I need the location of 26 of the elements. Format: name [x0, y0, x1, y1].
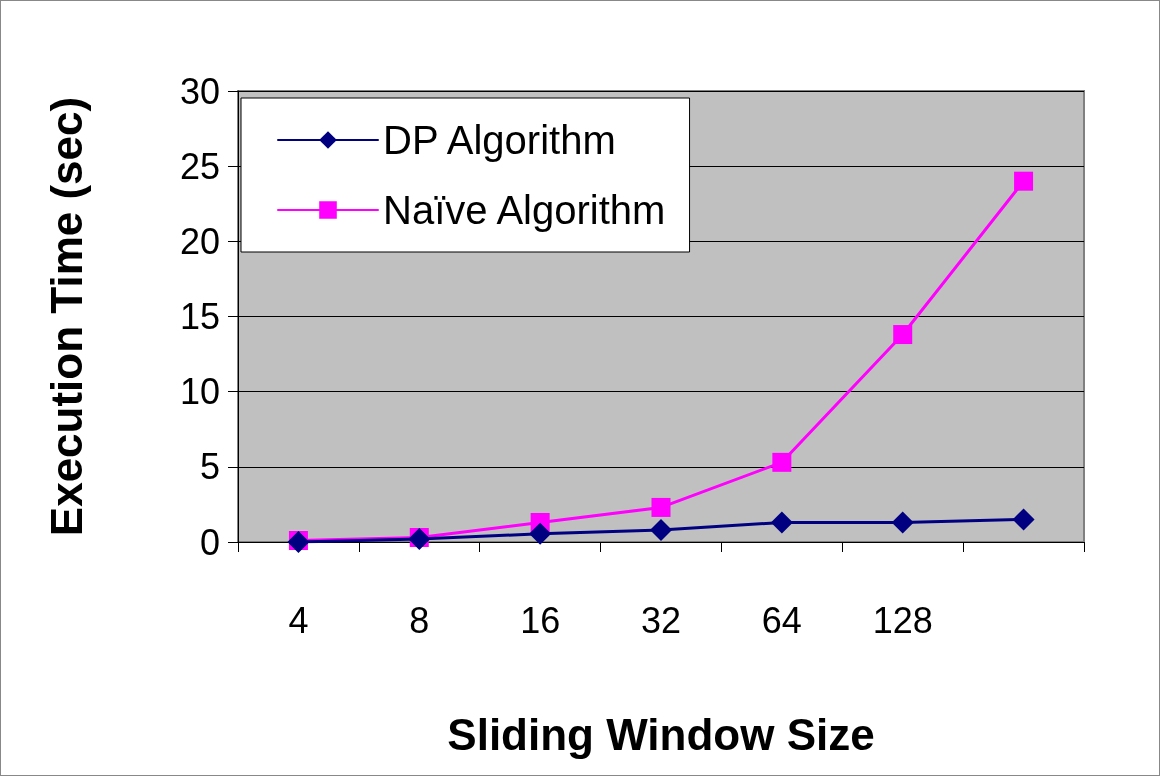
x-tick-label: 4: [288, 599, 309, 641]
y-tick-label: 0: [199, 521, 220, 563]
point: [1014, 171, 1034, 191]
point: [529, 522, 552, 545]
y-tick-label: 15: [179, 296, 220, 337]
point: [1012, 508, 1035, 531]
point: [651, 497, 671, 517]
x-tick-label: 32: [640, 599, 682, 641]
point: [772, 452, 792, 472]
point: [650, 518, 672, 541]
legend-label: DP Algorithm: [383, 118, 616, 162]
y-tick-label: 25: [179, 145, 220, 187]
point: [770, 511, 793, 534]
x-axis-title: Sliding Window Size: [447, 709, 875, 759]
x-tick-label: 64: [761, 599, 802, 641]
y-tick-label: 10: [179, 371, 220, 413]
x-tick-label: 8: [409, 599, 430, 641]
y-axis-title: Execution Time (sec): [41, 96, 91, 537]
point: [893, 325, 913, 345]
x-tick-label: 128: [872, 599, 933, 641]
point: [891, 511, 914, 534]
legend-label: Naïve Algorithm: [383, 188, 666, 232]
x-tick-label: 16: [520, 599, 561, 641]
y-tick-label: 20: [179, 220, 220, 262]
y-tick-label: 30: [179, 70, 220, 112]
y-tick-label: 5: [199, 446, 220, 488]
